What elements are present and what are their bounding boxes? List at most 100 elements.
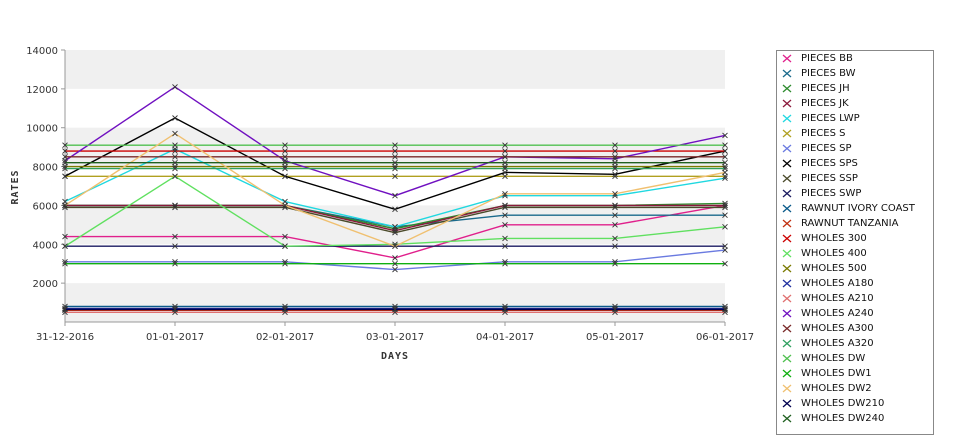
data-point — [392, 173, 398, 180]
data-point — [392, 260, 398, 267]
x-tick-label: 05-01-2017 — [586, 332, 644, 343]
legend-swatch — [782, 234, 792, 243]
series-line — [65, 249, 726, 271]
legend-label: PIECES JK — [801, 98, 849, 109]
data-point — [392, 255, 398, 261]
y-axis-title: RATES — [10, 169, 21, 204]
series-wholes-dw — [62, 142, 728, 149]
data-point — [172, 243, 178, 250]
data-point — [392, 159, 398, 166]
legend-swatch — [782, 279, 792, 288]
legend-label: PIECES SWP — [801, 188, 862, 199]
data-point — [612, 222, 618, 228]
series-pieces-ssp — [62, 204, 728, 236]
legend-item: PIECES BB — [777, 51, 933, 66]
data-point — [722, 306, 728, 313]
x-tick-label: 06-01-2017 — [696, 332, 754, 343]
legend-label: WHOLES DW2 — [801, 383, 872, 394]
data-point — [392, 243, 398, 250]
data-point — [172, 154, 178, 160]
series-lines — [62, 84, 728, 316]
data-point — [62, 165, 68, 172]
legend-item: PIECES SSP — [777, 171, 933, 186]
data-point — [612, 212, 618, 218]
legend-swatch — [782, 114, 792, 123]
series-wholes-dw1 — [62, 260, 728, 267]
legend-swatch — [782, 294, 792, 303]
legend-label: PIECES JH — [801, 83, 850, 94]
data-point — [282, 142, 288, 149]
data-point — [392, 266, 398, 273]
legend-swatch — [782, 339, 792, 348]
legend-item: PIECES SWP — [777, 186, 933, 201]
line-chart: 2000 4000 6000 8000 10000 12000 14000 31-12-20… — [10, 46, 754, 362]
data-point — [282, 202, 288, 209]
y-tick-label: 6000 — [33, 201, 58, 212]
series-pieces-sp — [62, 247, 728, 273]
y-tick-label: 10000 — [26, 124, 58, 135]
y-tick-label: 8000 — [33, 163, 58, 174]
legend-label: WHOLES DW — [801, 353, 866, 364]
data-point — [62, 204, 68, 211]
chart-axes — [64, 50, 725, 323]
data-point — [722, 243, 728, 250]
legend-item: PIECES JH — [777, 81, 933, 96]
data-point — [62, 306, 68, 313]
data-point — [172, 306, 178, 313]
legend-label: WHOLES 500 — [801, 263, 867, 274]
legend-item: PIECES BW — [777, 66, 933, 81]
legend-swatch — [782, 69, 792, 78]
data-point — [612, 190, 618, 197]
data-point — [502, 165, 508, 172]
legend-item: WHOLES A300 — [777, 321, 933, 336]
data-point — [172, 148, 178, 154]
legend-item: WHOLES DW2 — [777, 381, 933, 396]
data-point — [172, 84, 178, 90]
legend-label: WHOLES 400 — [801, 248, 867, 259]
legend-label: PIECES SSP — [801, 173, 858, 184]
data-point — [612, 243, 618, 250]
data-point — [392, 229, 398, 236]
data-point — [502, 222, 508, 228]
legend-label: WHOLES 300 — [801, 233, 867, 244]
data-point — [502, 148, 508, 154]
legend-swatch — [782, 99, 792, 108]
data-point — [172, 115, 178, 121]
legend-swatch — [782, 309, 792, 318]
y-tick-label: 4000 — [33, 240, 58, 251]
data-point — [722, 223, 728, 230]
legend-item: WHOLES DW210 — [777, 396, 933, 411]
data-point — [612, 171, 618, 178]
data-point — [722, 260, 728, 267]
legend-swatch — [782, 54, 792, 63]
legend-swatch — [782, 144, 792, 153]
series-wholes-dw2 — [62, 130, 728, 250]
data-point — [722, 169, 728, 176]
legend-swatch — [782, 129, 792, 138]
data-point — [722, 159, 728, 166]
data-point — [282, 260, 288, 267]
data-point — [612, 306, 618, 313]
legend-label: WHOLES A300 — [801, 323, 874, 334]
legend-item: PIECES LWP — [777, 111, 933, 126]
legend-item: WHOLES 400 — [777, 246, 933, 261]
data-point — [502, 243, 508, 250]
series-wholes-a300 — [62, 154, 728, 160]
data-point — [282, 233, 288, 240]
x-tick-label: 04-01-2017 — [476, 332, 534, 343]
data-point — [282, 243, 288, 250]
data-point — [282, 306, 288, 313]
data-point — [722, 154, 728, 160]
series-wholes-300 — [62, 148, 728, 154]
data-point — [62, 243, 68, 250]
legend-swatch — [782, 219, 792, 228]
legend-item: WHOLES DW1 — [777, 366, 933, 381]
chart-legend: PIECES BB PIECES BW PIECES JH PIECES JK PIEC… — [776, 50, 934, 435]
data-point — [392, 142, 398, 149]
data-point — [282, 165, 288, 172]
legend-swatch — [782, 174, 792, 183]
legend-item: PIECES SPS — [777, 156, 933, 171]
data-point — [502, 204, 508, 211]
legend-item: WHOLES DW — [777, 351, 933, 366]
data-point — [392, 148, 398, 154]
